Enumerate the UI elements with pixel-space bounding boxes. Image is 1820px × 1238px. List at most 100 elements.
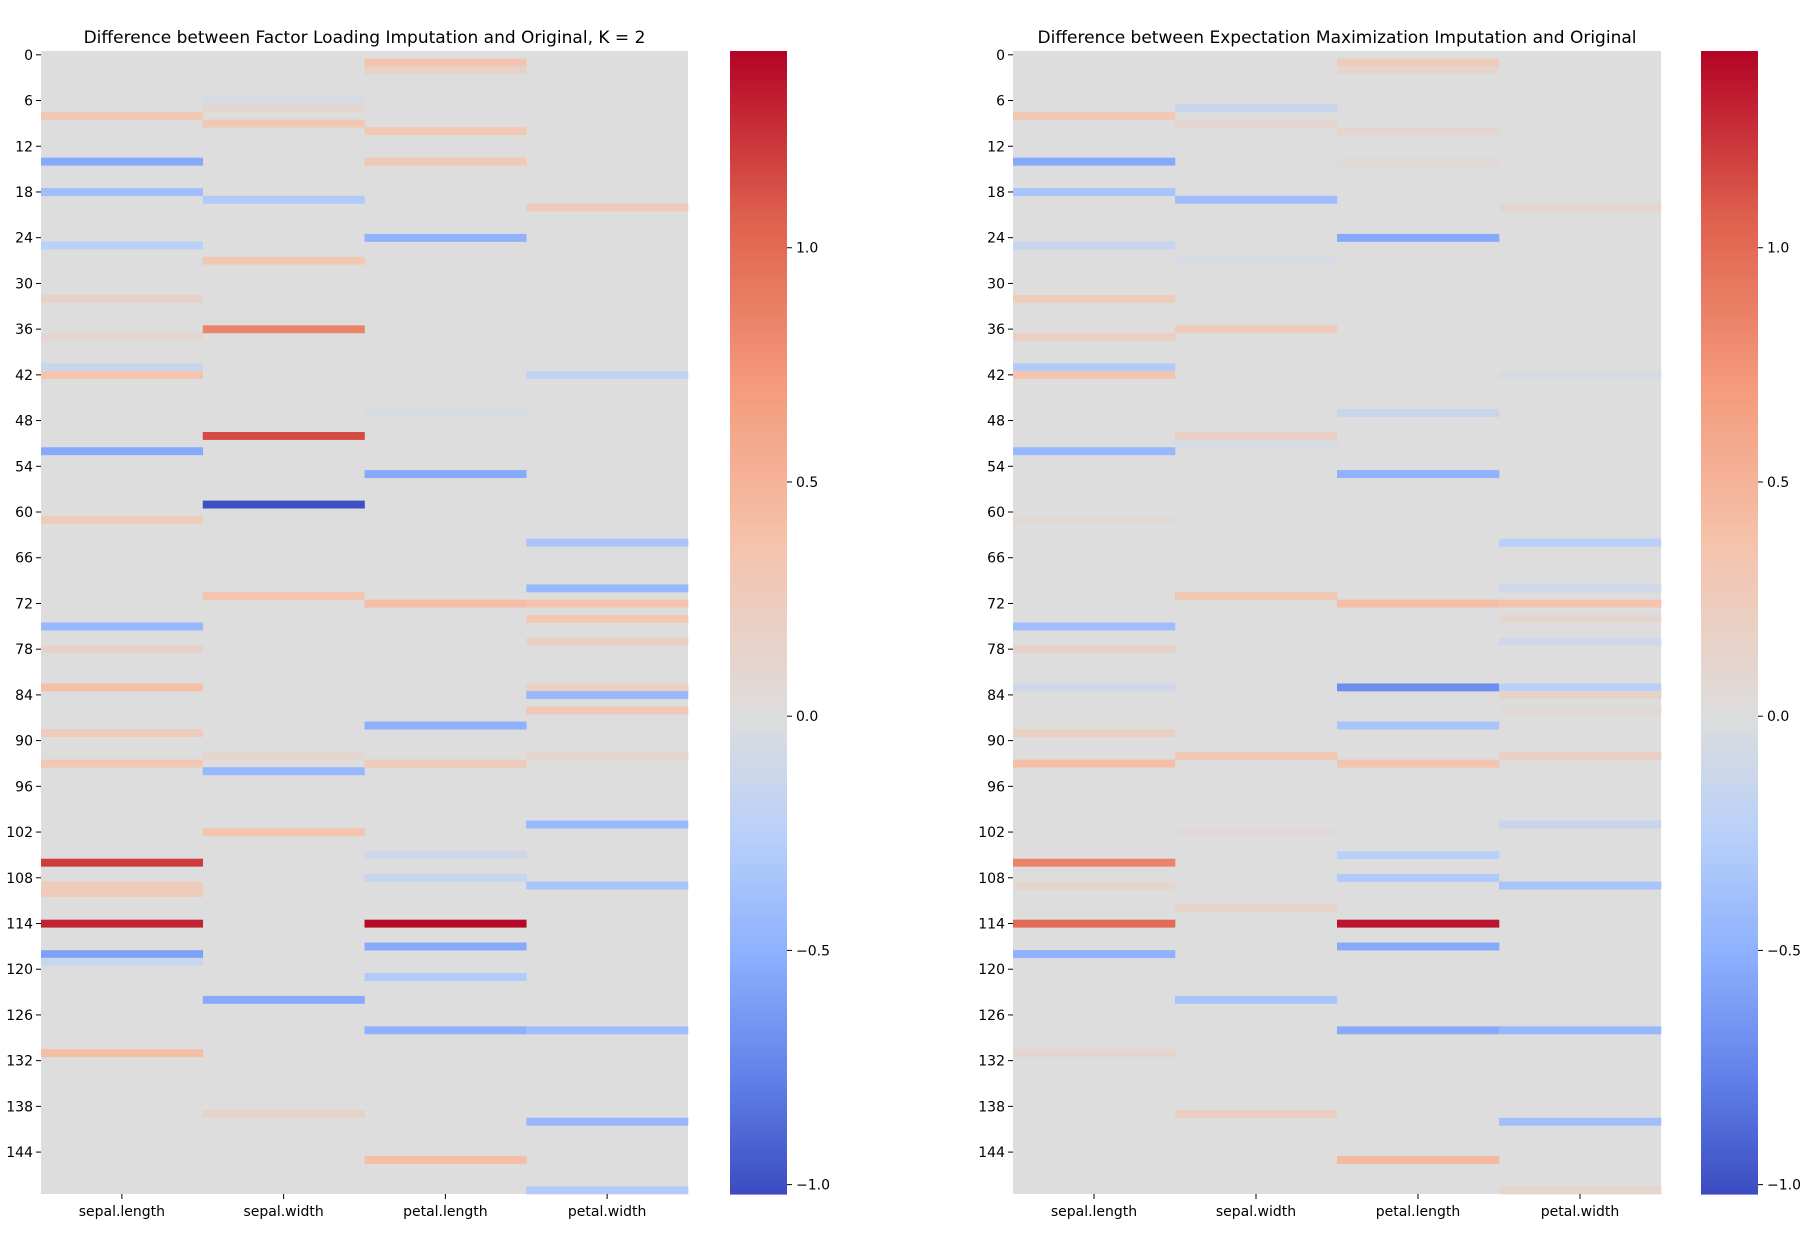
colorbar-segment — [730, 398, 787, 405]
colorbar-segment — [730, 360, 787, 366]
colorbar-segment — [730, 632, 787, 638]
colorbar-segment — [730, 198, 787, 204]
colorbar-segment — [730, 455, 787, 462]
y-tick-label: 102 — [978, 825, 1005, 841]
colorbar-segment — [1701, 522, 1758, 528]
colorbar-segment — [1701, 370, 1758, 376]
colorbar-segment — [1701, 451, 1758, 457]
colorbar-segment — [730, 660, 787, 666]
colorbar-tick-label: 0.5 — [1767, 475, 1789, 491]
colorbar-segment — [730, 346, 787, 352]
colorbar-segment — [1701, 760, 1758, 766]
colorbar-segment — [730, 79, 787, 85]
colorbar-segment — [1701, 408, 1758, 414]
colorbar-segment — [1701, 441, 1758, 447]
colorbar-segment — [1701, 913, 1758, 919]
colorbar-segment — [730, 1136, 787, 1143]
colorbar-segment — [1701, 108, 1758, 114]
colorbar-segment — [1701, 489, 1758, 495]
colorbar-segment — [730, 817, 787, 824]
heatmap-cell — [364, 157, 527, 166]
colorbar-segment — [730, 1060, 787, 1067]
colorbar-segment — [730, 946, 787, 952]
heatmap-cell — [364, 919, 527, 928]
colorbar-segment — [730, 608, 787, 614]
colorbar-segment — [1701, 855, 1758, 862]
colorbar-segment — [1701, 155, 1758, 162]
colorbar-segment — [730, 760, 787, 766]
heatmap-cell — [1499, 683, 1662, 692]
colorbar-segment — [730, 955, 787, 962]
colorbar-tick-label: −1.0 — [796, 1178, 830, 1194]
colorbar-segment — [730, 970, 787, 976]
heatmap-cell — [41, 683, 204, 692]
colorbar-segment — [1701, 193, 1758, 200]
colorbar-segment — [730, 241, 787, 247]
heatmap-cell — [1013, 622, 1176, 631]
heatmap-cell — [1175, 752, 1338, 760]
heatmap-cell — [1013, 447, 1176, 456]
colorbar-segment — [1701, 1065, 1758, 1071]
heatmap-cell — [41, 729, 204, 738]
y-tick-label: 96 — [987, 779, 1005, 795]
colorbar-segment — [1701, 393, 1758, 400]
y-tick-label: 36 — [987, 322, 1005, 338]
heatmap-cell — [1013, 241, 1176, 250]
y-tick-label: 54 — [15, 459, 33, 475]
heatmap-cell — [526, 637, 689, 646]
colorbar-segment — [730, 574, 787, 581]
colorbar-segment — [1701, 317, 1758, 324]
colorbar-segment — [1701, 60, 1758, 66]
heatmap-cell — [1337, 233, 1500, 242]
heatmap-cell — [526, 614, 689, 623]
colorbar-segment — [1701, 736, 1758, 743]
colorbar-segment — [1701, 641, 1758, 647]
colorbar-segment — [1701, 127, 1758, 133]
colorbar-segment — [730, 512, 787, 519]
colorbar-segment — [1701, 941, 1758, 947]
colorbar-segment — [1701, 698, 1758, 705]
colorbar-segment — [730, 251, 787, 257]
colorbar-segment — [730, 427, 787, 433]
colorbar-segment — [1701, 398, 1758, 405]
colorbar-segment — [730, 870, 787, 876]
heatmap-cell — [202, 752, 365, 760]
colorbar-segment — [1701, 217, 1758, 224]
colorbar-segment — [1701, 293, 1758, 300]
heatmap-cell — [202, 96, 365, 105]
heatmap-cell — [526, 1026, 689, 1035]
colorbar-segment — [1701, 160, 1758, 166]
colorbar-segment — [1701, 336, 1758, 343]
heatmap-cell — [1013, 371, 1176, 379]
heatmap-cell — [1013, 858, 1176, 867]
colorbar-segment — [1701, 555, 1758, 562]
colorbar-segment — [730, 322, 787, 328]
colorbar-segment — [1701, 98, 1758, 104]
colorbar-segment — [730, 679, 787, 686]
colorbar-segment — [730, 746, 787, 752]
colorbar-segment — [1701, 879, 1758, 886]
colorbar-segment — [730, 179, 787, 185]
colorbar-segment — [1701, 751, 1758, 757]
colorbar-segment — [730, 112, 787, 119]
colorbar-segment — [730, 1108, 787, 1114]
heatmap-cell — [41, 363, 204, 372]
colorbar-segment — [1701, 808, 1758, 814]
heatmap-cell — [1013, 332, 1176, 341]
heatmap-cell — [41, 111, 204, 120]
colorbar-segment — [1701, 574, 1758, 581]
colorbar-segment — [1701, 1074, 1758, 1081]
heatmap-cell — [1499, 820, 1662, 829]
colorbar-segment — [730, 689, 787, 695]
colorbar-segment — [1701, 270, 1758, 276]
colorbar-segment — [730, 479, 787, 485]
colorbar-segment — [730, 227, 787, 233]
colorbar-segment — [730, 774, 787, 781]
colorbar-segment — [1701, 1146, 1758, 1152]
colorbar-segment — [1701, 536, 1758, 543]
y-tick-label: 78 — [15, 642, 33, 658]
colorbar-tick-label: −1.0 — [1767, 1178, 1801, 1194]
x-tick-label: sepal.width — [1216, 1204, 1296, 1220]
colorbar-segment — [1701, 151, 1758, 157]
colorbar-segment — [1701, 1060, 1758, 1067]
